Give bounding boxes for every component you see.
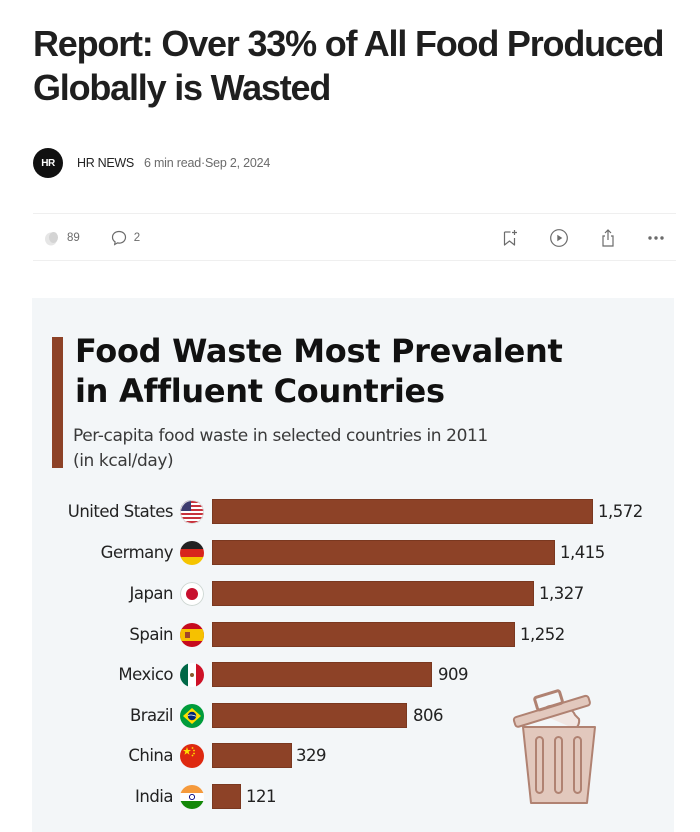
bar-row: Germany 1,415 [0, 540, 700, 566]
value-label: 121 [246, 787, 277, 806]
country-label: Spain [129, 625, 173, 644]
publish-date: Sep 2, 2024 [204, 156, 271, 170]
country-label: United States [67, 502, 174, 521]
chart-subtitle: Per-capita food waste in selected countr… [73, 424, 633, 474]
bar [212, 743, 292, 768]
chart-title-line1: Food Waste Most Prevalent [75, 332, 563, 370]
bar-row: Brazil 806 [0, 703, 700, 729]
save-button[interactable] [501, 228, 519, 248]
bar-row: Japan 1,327 [0, 581, 700, 607]
bar [212, 662, 432, 687]
bar [212, 581, 534, 606]
bar-row: United States 1,572 [0, 499, 700, 525]
value-label: 806 [413, 706, 444, 725]
bar [212, 622, 515, 647]
bar-row: Spain 1,252 [0, 622, 700, 648]
avatar-text: HR [41, 157, 55, 169]
value-label: 909 [438, 665, 469, 684]
more-button[interactable] [647, 235, 665, 241]
clap-button[interactable]: 89 [43, 229, 80, 247]
share-button[interactable] [599, 228, 617, 248]
play-icon [549, 228, 569, 248]
meta-separator: · [201, 156, 205, 170]
article-title: Report: Over 33% of All Food Produced Gl… [33, 23, 665, 108]
title-accent-bar [52, 337, 63, 468]
india-flag-icon [180, 785, 204, 809]
read-time: 6 min read [143, 156, 201, 170]
divider-top [33, 213, 676, 214]
bar [212, 703, 407, 728]
chart-subtitle-line1: Per-capita food waste in selected countr… [73, 426, 488, 446]
us-flag-icon [180, 500, 204, 524]
value-label: 329 [296, 746, 327, 765]
country-label: Brazil [129, 706, 174, 725]
value-label: 1,415 [560, 543, 605, 562]
bar-row: Mexico 909 [0, 662, 700, 688]
country-label: Mexico [118, 665, 173, 684]
listen-button[interactable] [549, 228, 569, 248]
mexico-flag-icon [180, 663, 204, 687]
china-flag-icon [180, 744, 204, 768]
author-name[interactable]: HR NEWS [77, 156, 134, 170]
action-bar: 89 2 [33, 222, 673, 254]
germany-flag-icon [180, 541, 204, 565]
bar-row: India 121 [0, 784, 700, 810]
bar [212, 540, 555, 565]
more-icon [647, 235, 665, 241]
comment-count: 2 [133, 232, 141, 244]
country-label: Germany [100, 543, 174, 562]
brazil-flag-icon [180, 704, 204, 728]
divider-bottom [33, 260, 676, 261]
comment-icon [110, 229, 128, 247]
author-avatar[interactable]: HR [33, 148, 63, 178]
japan-flag-icon [180, 582, 204, 606]
spain-flag-icon [180, 623, 204, 647]
bar-row: China 329 [0, 743, 700, 769]
comment-button[interactable]: 2 [110, 229, 140, 247]
clap-count: 89 [67, 232, 80, 244]
share-icon [599, 228, 617, 248]
country-label: Japan [129, 584, 173, 603]
value-label: 1,572 [598, 502, 643, 521]
bookmark-add-icon [501, 228, 519, 248]
bar [212, 499, 593, 524]
clap-icon [43, 229, 61, 247]
value-label: 1,252 [520, 625, 565, 644]
bar [212, 784, 241, 809]
country-label: India [135, 787, 174, 806]
value-label: 1,327 [539, 584, 584, 603]
chart-subtitle-line2: (in kcal/day) [73, 451, 174, 471]
byline: HR HR NEWS 6 min read · Sep 2, 2024 [33, 147, 270, 179]
country-label: China [128, 746, 173, 765]
chart-title: Food Waste Most Prevalent in Affluent Co… [75, 331, 635, 411]
chart-title-line2: in Affluent Countries [75, 372, 445, 410]
trash-can-icon [503, 673, 603, 813]
